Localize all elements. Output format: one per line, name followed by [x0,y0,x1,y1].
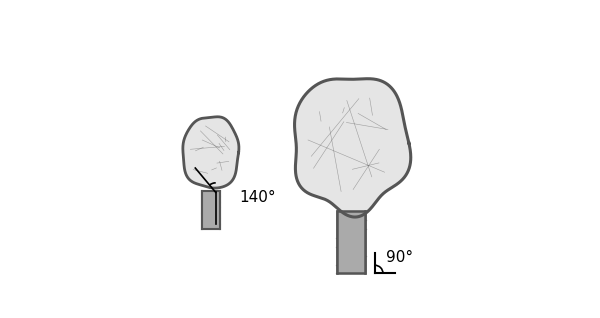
Text: 140°: 140° [239,190,276,205]
Polygon shape [295,79,411,217]
Polygon shape [337,211,365,273]
Polygon shape [202,191,220,229]
Polygon shape [183,117,239,188]
Text: 90°: 90° [386,250,413,265]
